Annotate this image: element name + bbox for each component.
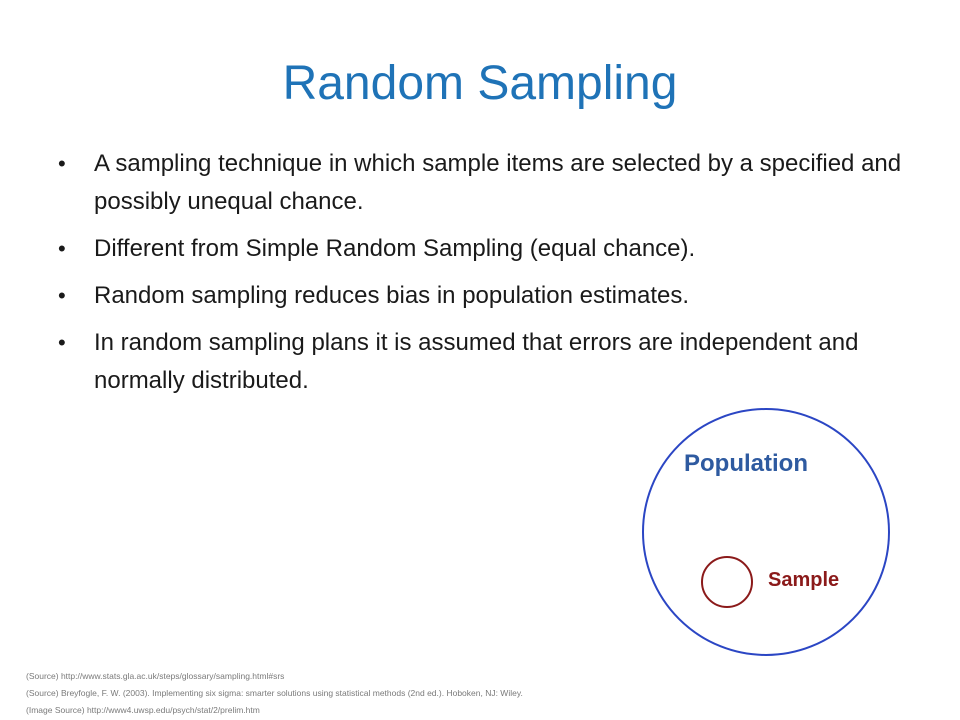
bullet-dot-icon: • — [58, 283, 66, 308]
bullet-item: • A sampling technique in which sample i… — [58, 145, 918, 221]
bullet-dot-icon: • — [58, 151, 66, 176]
sample-circle — [701, 556, 753, 608]
source-citation: (Source) Breyfogle, F. W. (2003). Implem… — [26, 688, 523, 698]
bullet-text: Different from Simple Random Sampling (e… — [94, 235, 696, 262]
source-citations: (Source) http://www.stats.gla.ac.uk/step… — [26, 668, 946, 719]
source-citation: (Source) http://www.stats.gla.ac.uk/step… — [26, 671, 285, 681]
slide-title: Random Sampling — [282, 57, 678, 110]
diagram-svg — [642, 408, 890, 656]
bullet-text: A sampling technique in which sample ite… — [94, 150, 902, 215]
sample-label: Sample — [768, 569, 840, 591]
bullet-item: • Random sampling reduces bias in popula… — [58, 277, 918, 315]
bullet-dot-icon: • — [58, 330, 66, 355]
population-circle — [642, 408, 890, 656]
population-sample-diagram: Population Sample — [638, 405, 894, 659]
bullet-dot-icon: • — [58, 236, 66, 261]
bullet-text: In random sampling plans it is assumed t… — [94, 329, 859, 394]
bullet-item: • Different from Simple Random Sampling … — [58, 230, 918, 268]
source-citation: (Image Source) http://www4.uwsp.edu/psyc… — [26, 705, 260, 715]
bullet-text: Random sampling reduces bias in populati… — [94, 282, 689, 309]
bullet-item: • In random sampling plans it is assumed… — [58, 324, 918, 400]
bullet-list: • A sampling technique in which sample i… — [58, 145, 918, 409]
population-label: Population — [684, 450, 808, 477]
